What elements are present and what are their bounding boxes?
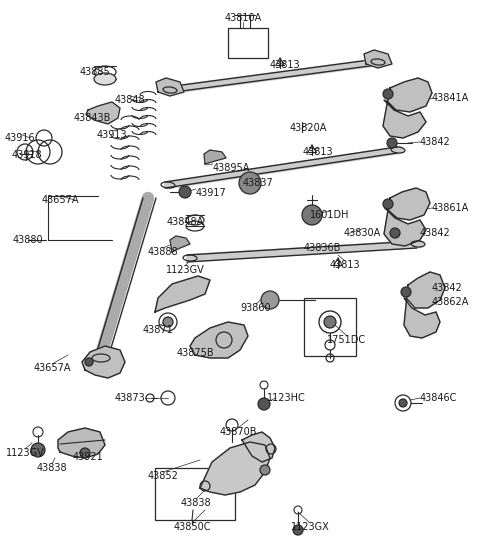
Text: 43843B: 43843B — [73, 113, 111, 123]
Circle shape — [80, 448, 90, 458]
Polygon shape — [204, 150, 226, 164]
Text: 43852: 43852 — [147, 471, 179, 481]
Circle shape — [85, 358, 93, 366]
Text: 43810A: 43810A — [224, 13, 262, 23]
Polygon shape — [82, 346, 125, 378]
Text: 43842: 43842 — [420, 137, 451, 147]
Text: 43837: 43837 — [242, 178, 274, 188]
Text: 1123GX: 1123GX — [290, 522, 329, 532]
Text: 43913: 43913 — [96, 130, 127, 140]
Text: 43918: 43918 — [12, 150, 42, 160]
Polygon shape — [190, 322, 248, 358]
Text: 43888: 43888 — [148, 247, 178, 257]
Text: 1123HC: 1123HC — [266, 393, 305, 403]
Circle shape — [324, 316, 336, 328]
Text: 93860: 93860 — [240, 303, 271, 313]
Text: 43873: 43873 — [115, 393, 145, 403]
Text: 43921: 43921 — [72, 452, 103, 462]
Bar — [155, 468, 235, 520]
Text: 43917: 43917 — [196, 188, 227, 198]
Circle shape — [387, 138, 397, 148]
Circle shape — [31, 443, 45, 457]
Polygon shape — [155, 276, 210, 312]
Circle shape — [239, 172, 261, 194]
Polygon shape — [156, 78, 184, 96]
Polygon shape — [383, 78, 432, 138]
Circle shape — [163, 317, 173, 327]
Text: 43813: 43813 — [270, 60, 300, 70]
Text: 43657A: 43657A — [41, 195, 79, 205]
Polygon shape — [404, 272, 445, 338]
Circle shape — [293, 525, 303, 535]
Text: 43838: 43838 — [180, 498, 211, 508]
Polygon shape — [364, 50, 392, 68]
Text: 43838: 43838 — [36, 463, 67, 473]
Text: 43895A: 43895A — [213, 163, 251, 173]
Text: 43820A: 43820A — [289, 123, 327, 133]
Text: 43848A: 43848A — [167, 217, 204, 227]
Bar — [228, 28, 268, 58]
Polygon shape — [384, 188, 430, 246]
Polygon shape — [170, 236, 190, 252]
Text: 43875B: 43875B — [176, 348, 214, 358]
Text: 43850C: 43850C — [173, 522, 211, 532]
Text: 43885: 43885 — [80, 67, 110, 77]
Polygon shape — [200, 442, 270, 495]
Text: 43916: 43916 — [5, 133, 36, 143]
Circle shape — [179, 186, 191, 198]
Polygon shape — [242, 432, 275, 462]
Text: 43813: 43813 — [303, 147, 333, 157]
Circle shape — [258, 398, 270, 410]
Text: 43848: 43848 — [115, 95, 145, 105]
Text: 1123GV: 1123GV — [166, 265, 204, 275]
Bar — [304, 298, 356, 356]
Ellipse shape — [94, 73, 116, 85]
Text: 43830A: 43830A — [343, 228, 381, 238]
Text: 43871: 43871 — [143, 325, 173, 335]
Text: 43862A: 43862A — [432, 297, 469, 307]
Text: 43846C: 43846C — [420, 393, 457, 403]
Circle shape — [401, 287, 411, 297]
Text: 43861A: 43861A — [432, 203, 469, 213]
Text: 43842: 43842 — [420, 228, 451, 238]
Circle shape — [383, 199, 393, 209]
Text: 1601DH: 1601DH — [310, 210, 350, 220]
Text: 43813: 43813 — [330, 260, 360, 270]
Text: 43842: 43842 — [432, 283, 463, 293]
Text: 43836B: 43836B — [303, 243, 341, 253]
Text: 1751DC: 1751DC — [327, 335, 367, 345]
Polygon shape — [58, 428, 105, 458]
Circle shape — [399, 399, 407, 407]
Circle shape — [383, 89, 393, 99]
Text: 1123GV: 1123GV — [6, 448, 44, 458]
Text: 43880: 43880 — [12, 235, 43, 245]
Text: 43870B: 43870B — [219, 427, 257, 437]
Text: 43841A: 43841A — [432, 93, 469, 103]
Circle shape — [261, 291, 279, 309]
Circle shape — [390, 228, 400, 238]
Polygon shape — [86, 102, 120, 124]
Circle shape — [302, 205, 322, 225]
Circle shape — [260, 465, 270, 475]
Text: 43657A: 43657A — [33, 363, 71, 373]
